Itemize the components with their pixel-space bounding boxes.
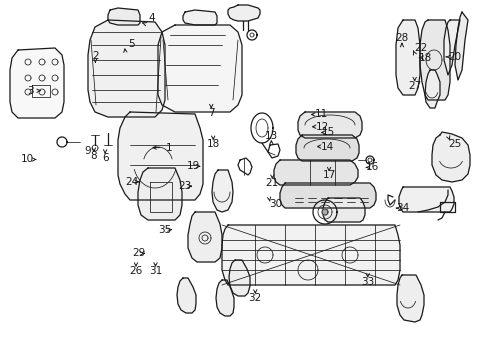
Polygon shape: [297, 112, 361, 138]
Polygon shape: [280, 183, 375, 208]
Text: 30: 30: [268, 199, 281, 210]
Text: 33: 33: [360, 276, 374, 287]
Polygon shape: [454, 12, 467, 80]
Polygon shape: [396, 275, 423, 322]
Text: 20: 20: [447, 52, 460, 62]
Text: 7: 7: [207, 108, 214, 118]
Polygon shape: [108, 8, 140, 25]
Text: 15: 15: [321, 127, 335, 138]
Text: 13: 13: [264, 131, 278, 141]
Polygon shape: [398, 187, 453, 212]
Polygon shape: [395, 20, 419, 95]
Polygon shape: [321, 209, 327, 215]
Text: 34: 34: [395, 203, 408, 213]
Polygon shape: [431, 132, 469, 182]
Text: 12: 12: [315, 122, 329, 132]
Text: 11: 11: [314, 109, 328, 120]
Polygon shape: [228, 260, 249, 296]
Text: 23: 23: [178, 181, 191, 191]
Text: 28: 28: [394, 33, 408, 43]
Polygon shape: [212, 170, 232, 212]
Text: 27: 27: [407, 81, 421, 91]
Text: 19: 19: [186, 161, 200, 171]
Polygon shape: [158, 25, 242, 112]
Text: 5: 5: [127, 39, 134, 49]
Text: 14: 14: [320, 141, 334, 152]
Polygon shape: [443, 20, 459, 75]
Text: 22: 22: [413, 42, 427, 53]
Text: 8: 8: [90, 151, 97, 161]
Text: 25: 25: [447, 139, 461, 149]
Text: 3: 3: [27, 86, 34, 96]
Polygon shape: [227, 5, 260, 21]
Polygon shape: [424, 70, 439, 108]
Text: 16: 16: [365, 162, 379, 172]
Text: 31: 31: [148, 266, 162, 276]
Text: 18: 18: [206, 139, 220, 149]
Text: 4: 4: [148, 13, 155, 23]
Polygon shape: [187, 212, 222, 262]
Text: 2: 2: [92, 51, 99, 61]
Polygon shape: [419, 20, 449, 100]
Text: 26: 26: [129, 266, 142, 276]
Polygon shape: [10, 48, 64, 118]
Polygon shape: [222, 225, 399, 285]
Polygon shape: [216, 280, 234, 316]
Polygon shape: [138, 168, 182, 220]
Text: 32: 32: [248, 293, 262, 303]
Text: 17: 17: [322, 170, 335, 180]
Polygon shape: [118, 112, 203, 200]
Text: 35: 35: [158, 225, 171, 235]
Polygon shape: [177, 278, 196, 313]
Text: 29: 29: [131, 248, 145, 258]
Text: 24: 24: [125, 177, 139, 187]
Text: 10: 10: [20, 154, 33, 165]
Text: 9: 9: [84, 146, 91, 156]
Text: 1: 1: [165, 143, 172, 153]
Text: 6: 6: [102, 153, 108, 163]
Polygon shape: [88, 20, 164, 117]
Text: 18: 18: [418, 53, 431, 63]
Polygon shape: [183, 10, 217, 25]
Polygon shape: [295, 135, 358, 161]
Polygon shape: [323, 198, 364, 222]
Polygon shape: [273, 160, 357, 185]
Text: 21: 21: [265, 178, 279, 188]
